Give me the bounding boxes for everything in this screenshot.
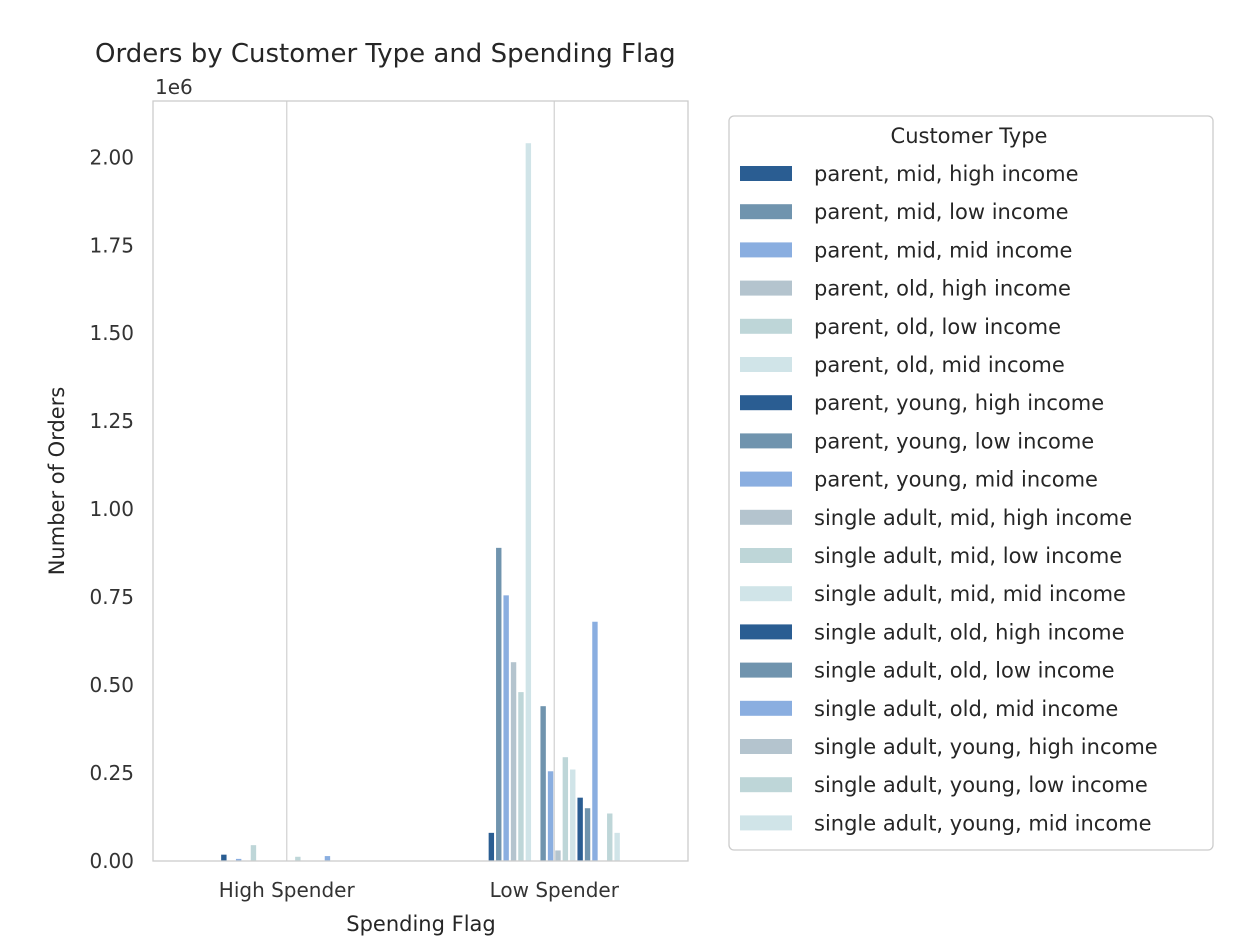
legend-label: parent, young, mid income	[814, 468, 1098, 492]
legend-swatch	[740, 815, 792, 831]
chart-title: Orders by Customer Type and Spending Fla…	[95, 39, 676, 69]
legend-label: parent, old, high income	[814, 277, 1071, 301]
bars	[221, 143, 620, 861]
legend-label: single adult, old, low income	[814, 659, 1115, 683]
legend-swatch	[740, 357, 792, 372]
bar	[324, 856, 331, 861]
legend-swatch	[740, 777, 792, 793]
y-tick-label: 0.00	[89, 849, 134, 873]
x-axis-ticks: High Spender Low Spender	[219, 878, 620, 902]
y-tick-label: 1.50	[89, 321, 134, 345]
legend-label: single adult, young, mid income	[814, 811, 1152, 835]
bar	[570, 769, 576, 861]
legend-label: parent, old, low income	[814, 315, 1061, 339]
bar	[547, 771, 554, 861]
bar	[221, 854, 227, 861]
legend-swatch	[740, 739, 792, 754]
legend-title: Customer Type	[891, 124, 1048, 148]
x-axis-label: Spending Flag	[346, 912, 495, 936]
legend-swatch	[740, 471, 792, 487]
legend-label: parent, young, low income	[814, 429, 1094, 453]
bar	[510, 662, 517, 861]
legend-swatch	[740, 242, 792, 258]
legend-label: single adult, mid, low income	[814, 544, 1122, 568]
legend-items: parent, mid, high income parent, mid, low…	[740, 162, 1158, 835]
plot-area	[152, 100, 689, 862]
bar	[496, 547, 502, 861]
y-tick-label: 2.00	[89, 145, 134, 169]
bar	[592, 621, 598, 861]
legend-swatch	[740, 700, 792, 716]
legend-swatch	[740, 548, 792, 563]
legend-swatch	[740, 280, 792, 296]
x-tick-label: Low Spender	[490, 878, 620, 902]
legend-label: single adult, young, low income	[814, 773, 1148, 797]
legend-swatch	[740, 662, 792, 678]
legend-label: single adult, young, high income	[814, 735, 1158, 759]
bar	[562, 757, 569, 861]
bar	[584, 808, 591, 861]
legend-label: single adult, mid, high income	[814, 506, 1132, 530]
bar	[503, 595, 509, 861]
y-tick-label: 1.75	[89, 233, 134, 257]
y-tick-label: 0.75	[89, 585, 134, 609]
bar	[577, 797, 583, 861]
y-axis-label: Number of Orders	[45, 387, 69, 576]
legend-swatch	[740, 395, 792, 411]
y-tick-label: 1.00	[89, 497, 134, 521]
legend-swatch	[740, 433, 792, 449]
legend-label: parent, old, mid income	[814, 353, 1065, 377]
bar	[614, 832, 620, 861]
legend-swatch	[740, 624, 792, 640]
bar	[250, 845, 257, 861]
bar	[295, 856, 301, 861]
legend-label: parent, mid, mid income	[814, 238, 1072, 262]
legend-label: single adult, old, high income	[814, 620, 1125, 644]
y-tick-label: 0.50	[89, 673, 134, 697]
legend-frame	[728, 115, 1214, 851]
legend-swatch	[740, 166, 792, 181]
bar	[540, 706, 546, 861]
legend: Customer Type parent, mid, high incomepa…	[728, 115, 1214, 851]
legend-swatch	[740, 318, 792, 334]
legend-swatch	[740, 204, 792, 220]
x-tick-label: High Spender	[219, 878, 356, 902]
legend-label: single adult, old, mid income	[814, 697, 1118, 721]
grid-lines	[286, 101, 555, 861]
legend-label: parent, mid, high income	[814, 162, 1079, 186]
y-tick-label: 0.25	[89, 761, 134, 785]
y-axis-ticks: 0.00 0.25 0.50 0.75 1.00 1.25 1.50 1.75 2.00	[89, 145, 134, 873]
plot-frame	[152, 100, 689, 862]
y-tick-label: 1.25	[89, 409, 134, 433]
legend-label: parent, young, high income	[814, 391, 1104, 415]
bar	[555, 850, 561, 861]
bar	[488, 832, 495, 861]
bar	[525, 143, 532, 861]
legend-label: single adult, mid, mid income	[814, 582, 1126, 606]
y-offset-label: 1e6	[155, 75, 193, 99]
bar	[518, 692, 524, 861]
bar	[235, 858, 242, 861]
legend-swatch	[740, 586, 792, 602]
legend-swatch	[740, 509, 792, 525]
legend-label: parent, mid, low income	[814, 200, 1069, 224]
bar	[607, 813, 613, 861]
